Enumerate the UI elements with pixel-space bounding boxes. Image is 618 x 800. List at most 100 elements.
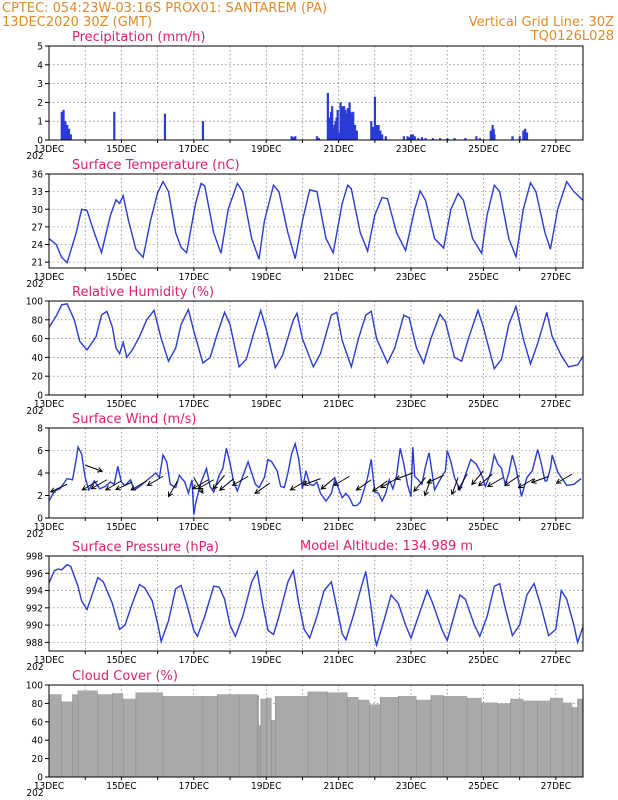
- precipitation-xtick-label: 21DEC: [323, 144, 353, 155]
- precip-bar: [60, 111, 63, 140]
- surface-temperature-ytick-label: 21: [32, 258, 43, 269]
- wind-arrow: [85, 464, 103, 472]
- header-run-time: 13DEC2020 30Z (GMT): [2, 15, 152, 30]
- wind-arrow-head: [198, 488, 204, 494]
- precip-bar: [317, 138, 320, 140]
- wind-arrow-head: [423, 490, 429, 497]
- precip-bar: [438, 138, 442, 140]
- wind-arrow-head: [81, 485, 88, 491]
- surface-pressure-title: Surface Pressure (hPa): [72, 540, 219, 555]
- surface-pressure-xtick-label: 23DEC: [396, 655, 426, 666]
- precip-bar: [326, 93, 329, 140]
- surface-wind-ytick-label: 8: [37, 424, 43, 435]
- precip-bar: [453, 138, 456, 140]
- surface-pressure-xtick-label: 21DEC: [323, 655, 353, 666]
- wind-arrow: [320, 477, 336, 490]
- cloud-cover-frame: [48, 684, 584, 778]
- surface-pressure-ytick-label: 998: [26, 552, 43, 563]
- surface-wind-title: Surface Wind (m/s): [72, 412, 196, 427]
- wind-arrow-head: [104, 485, 111, 491]
- cloud-cover-xtick-label: 19DEC: [251, 781, 281, 792]
- wind-arrow-head: [471, 479, 477, 486]
- surface-pressure-frame: [48, 555, 584, 652]
- wind-arrow-head: [197, 484, 204, 490]
- relative-humidity-year-label: 202: [26, 406, 43, 417]
- surface-pressure-xtick-label: 17DEC: [179, 655, 209, 666]
- precip-bar: [355, 130, 358, 140]
- wind-arrow-head: [394, 475, 401, 481]
- surface-temperature-xtick-label: 17DEC: [179, 272, 209, 283]
- wind-arrow: [531, 475, 549, 484]
- wind-arrow-head: [555, 478, 562, 484]
- precip-bar: [331, 106, 334, 140]
- precip-bar: [62, 109, 65, 140]
- relative-humidity-xtick-label: 19DEC: [251, 399, 281, 410]
- precip-bar: [290, 136, 293, 140]
- precipitation-xtick-label: 27DEC: [541, 144, 571, 155]
- precipitation-ytick-label: 4: [37, 60, 43, 71]
- precip-bar: [379, 130, 382, 140]
- precip-bar: [294, 136, 297, 140]
- relative-humidity-title: Relative Humidity (%): [72, 285, 214, 300]
- cloud-cover-title: Cloud Cover (%): [72, 669, 178, 684]
- surface-temperature-xtick-label: 13DEC: [34, 272, 64, 283]
- relative-humidity-ytick-label: 0: [37, 391, 43, 402]
- surface-pressure-ytick-label: 988: [26, 638, 43, 649]
- cloud-cover-xtick-label: 21DEC: [323, 781, 353, 792]
- wind-arrow-head: [332, 480, 339, 486]
- wind-arrow-head: [457, 484, 463, 491]
- wind-arrow-head: [90, 484, 97, 490]
- relative-humidity-xtick-label: 25DEC: [468, 399, 498, 410]
- wind-arrow: [471, 470, 484, 485]
- precip-bar: [424, 138, 427, 140]
- surface-pressure-xtick-label: 15DEC: [106, 655, 136, 666]
- precipitation-xtick-label: 13DEC: [34, 144, 64, 155]
- surface-temperature-ytick-label: 36: [32, 170, 44, 181]
- precip-bar: [201, 121, 205, 140]
- precipitation-ytick-label: 1: [37, 117, 43, 128]
- surface-wind-xtick-label: 23DEC: [396, 522, 426, 533]
- surface-wind-year-label: 202: [26, 529, 43, 540]
- surface-wind-xtick-label: 15DEC: [106, 522, 136, 533]
- precip-bar: [339, 102, 342, 140]
- precip-bar: [489, 130, 492, 140]
- precip-bar: [420, 137, 424, 140]
- header-location: CPTEC: 054:23W-03:16S PROX01: SANTAREM (…: [2, 1, 327, 16]
- precip-bar: [381, 134, 384, 140]
- precip-bar: [337, 132, 340, 140]
- precipitation-title: Precipitation (mm/h): [72, 30, 205, 45]
- surface-wind-xtick-label: 25DEC: [468, 522, 498, 533]
- precip-bar: [417, 138, 420, 140]
- precipitation-xtick-label: 19DEC: [251, 144, 281, 155]
- precip-bar: [315, 136, 319, 140]
- relative-humidity-ytick-label: 20: [32, 372, 44, 383]
- surface-temperature-xtick-label: 23DEC: [396, 272, 426, 283]
- wind-arrow-head: [219, 485, 225, 491]
- precip-bar: [402, 136, 405, 140]
- precip-bar: [408, 137, 411, 140]
- cloud-cover-xtick-label: 15DEC: [106, 781, 136, 792]
- surface-wind-xtick-label: 27DEC: [541, 522, 571, 533]
- precip-bar: [344, 113, 348, 140]
- cloud-cover-ytick-label: 80: [32, 699, 44, 710]
- precip-bar: [446, 138, 449, 140]
- cloud-cover-year-label: 202: [26, 788, 43, 799]
- surface-pressure-ytick-label: 994: [26, 586, 43, 597]
- wind-arrow: [518, 478, 535, 489]
- surface-temperature-ytick-label: 27: [32, 222, 43, 233]
- cloud-cover-xtick-label: 27DEC: [541, 781, 571, 792]
- wind-arrow-head: [191, 484, 198, 490]
- wind-arrow: [254, 482, 271, 494]
- wind-arrow: [333, 475, 350, 486]
- relative-humidity-frame: [48, 300, 584, 396]
- wind-arrow-head: [168, 491, 174, 498]
- precip-bar: [352, 111, 355, 140]
- wind-arrow-head: [320, 484, 327, 490]
- cloud-cover-ytick-label: 60: [32, 717, 44, 728]
- wind-arrow: [487, 477, 504, 487]
- wind-arrow: [413, 477, 426, 492]
- wind-arrow-head: [146, 480, 153, 486]
- precip-bar: [377, 124, 380, 140]
- precip-bar: [375, 124, 378, 140]
- precipitation-xtick-label: 15DEC: [106, 144, 136, 155]
